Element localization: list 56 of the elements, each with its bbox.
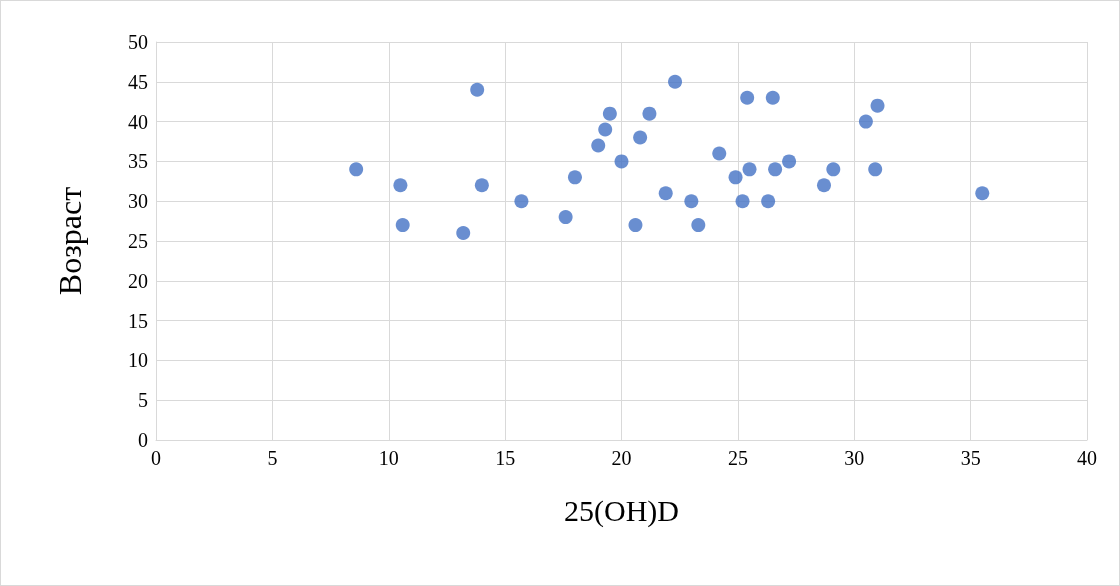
x-tick-label: 5: [267, 447, 278, 469]
y-tick-label: 50: [128, 31, 148, 53]
point: [456, 226, 471, 241]
point: [691, 218, 706, 233]
x-tick-label: 10: [378, 447, 399, 469]
point: [602, 106, 617, 121]
x-tick-label: 25: [727, 447, 748, 469]
y-tick-label: 20: [128, 269, 148, 292]
x-tick-label: 30: [844, 447, 865, 469]
point: [668, 74, 683, 89]
point: [633, 130, 648, 145]
point: [868, 162, 883, 177]
y-tick-label: 5: [138, 389, 148, 412]
point: [712, 146, 727, 161]
y-tick-label: 40: [128, 110, 148, 133]
point: [470, 82, 485, 97]
y-tick-label: 35: [128, 150, 148, 173]
point: [349, 162, 364, 177]
y-tick-label: 15: [128, 309, 148, 332]
point: [826, 162, 841, 177]
point: [514, 194, 529, 209]
y-axis-title: Возраст: [52, 186, 88, 296]
point: [628, 218, 643, 233]
point: [975, 186, 990, 201]
point: [393, 178, 408, 193]
point: [684, 194, 699, 209]
y-tick-label: 30: [128, 190, 148, 213]
point: [558, 210, 573, 225]
x-tick-label: 35: [960, 447, 981, 469]
point: [742, 162, 757, 177]
point: [614, 154, 629, 169]
point: [591, 138, 606, 153]
point: [740, 90, 755, 105]
point: [870, 98, 885, 113]
point: [395, 218, 410, 233]
point: [642, 106, 657, 121]
point: [761, 194, 776, 209]
y-tick-label: 45: [128, 70, 148, 93]
point: [768, 162, 783, 177]
point: [474, 178, 489, 193]
y-tick-label: 0: [138, 429, 148, 451]
point: [567, 170, 582, 185]
y-tick-label: 10: [128, 349, 148, 372]
point: [658, 186, 673, 201]
y-tick-label: 25: [128, 230, 148, 252]
point: [782, 154, 797, 169]
x-tick-label: 40: [1077, 447, 1097, 469]
point: [765, 90, 780, 105]
point: [728, 170, 743, 185]
point: [735, 194, 750, 209]
x-tick-label: 20: [611, 447, 632, 469]
x-tick-label: 15: [495, 447, 516, 469]
point: [817, 178, 831, 193]
point: [858, 114, 873, 129]
point: [598, 122, 613, 137]
x-axis-title: 25(OH)D: [564, 493, 679, 528]
